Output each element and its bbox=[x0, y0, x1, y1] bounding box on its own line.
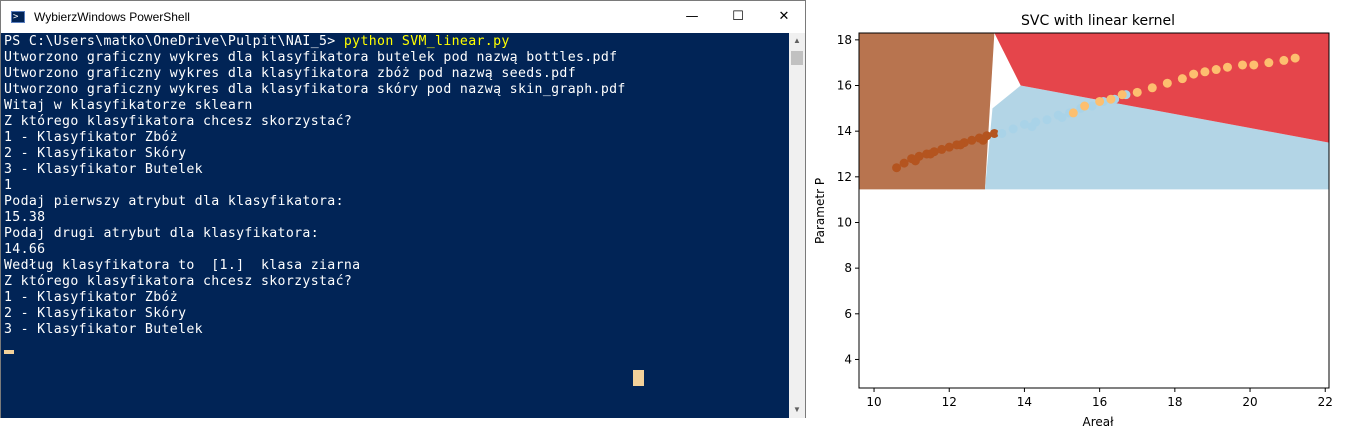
data-point-class-0 bbox=[925, 149, 935, 159]
text-cursor bbox=[4, 350, 14, 354]
prompt: PS C:\Users\matko\OneDrive\Pulpit\NAI_5> bbox=[4, 34, 344, 49]
data-point-class-2 bbox=[1080, 101, 1090, 111]
data-point-class-1 bbox=[1019, 119, 1029, 129]
console-line: Według klasyfikatora to [1.] klasa ziarn… bbox=[4, 258, 361, 273]
data-point-class-1 bbox=[1087, 101, 1097, 111]
y-tick-label: 16 bbox=[837, 79, 852, 93]
powershell-window[interactable]: > WybierzWindows PowerShell — ☐ ✕ PS C:\… bbox=[0, 0, 806, 418]
data-point-class-2 bbox=[1211, 65, 1221, 75]
console-line: 3 - Klasyfikator Butelek bbox=[4, 162, 203, 177]
y-tick-label: 14 bbox=[837, 124, 852, 138]
data-point-class-1 bbox=[997, 128, 1007, 138]
axes-frame bbox=[858, 32, 1330, 389]
data-point-class-2 bbox=[1162, 78, 1172, 88]
data-point-class-1 bbox=[1057, 112, 1067, 122]
y-axis-ticks: 4 6 8 10 12 14 16 18 bbox=[837, 33, 859, 366]
console-line: Utworzono graficzny wykres dla klasyfika… bbox=[4, 66, 576, 81]
console-line: Utworzono graficzny wykres dla klasyfika… bbox=[4, 50, 618, 65]
maximize-button[interactable]: ☐ bbox=[732, 9, 744, 24]
console-output[interactable]: PS C:\Users\matko\OneDrive\Pulpit\NAI_5>… bbox=[1, 33, 789, 418]
prompt-line: PS C:\Users\matko\OneDrive\Pulpit\NAI_5>… bbox=[4, 34, 626, 50]
svc-plot: SVC with linear kernel 10 12 14 16 18 20 22 4 6… bbox=[806, 0, 1349, 433]
data-point-class-2 bbox=[1095, 96, 1105, 106]
chart-title: SVC with linear kernel bbox=[1021, 13, 1175, 29]
x-tick-label: 22 bbox=[1318, 395, 1333, 409]
data-point-class-2 bbox=[1290, 53, 1300, 63]
console-line: Podaj drugi atrybut dla klasyfikatora: bbox=[4, 226, 320, 241]
data-point-class-2 bbox=[1189, 69, 1199, 79]
y-tick-label: 8 bbox=[844, 261, 852, 275]
vertical-scrollbar[interactable]: ▲ ▼ bbox=[789, 33, 805, 418]
command: python SVM_linear.py bbox=[343, 34, 510, 49]
console-line: 15.38 bbox=[4, 210, 46, 225]
scroll-down-icon[interactable]: ▼ bbox=[793, 405, 801, 414]
data-point-class-0 bbox=[978, 135, 988, 145]
decision-regions bbox=[859, 33, 1329, 190]
x-tick-label: 20 bbox=[1242, 395, 1257, 409]
close-button[interactable]: ✕ bbox=[778, 9, 790, 24]
console-line: Z którego klasyfikatora chcesz skorzysta… bbox=[4, 274, 353, 289]
decision-region-class-0 bbox=[859, 33, 995, 190]
console-line: 1 - Klasyfikator Zbóż bbox=[4, 130, 179, 145]
console-line: 2 - Klasyfikator Skóry bbox=[4, 306, 187, 321]
data-point-class-2 bbox=[1200, 67, 1210, 77]
x-tick-label: 14 bbox=[1017, 395, 1032, 409]
y-tick-label: 4 bbox=[844, 352, 852, 366]
console-line: Podaj pierwszy atrybut dla klasyfikatora… bbox=[4, 194, 344, 209]
console-line: Utworzono graficzny wykres dla klasyfika… bbox=[4, 82, 626, 97]
y-tick-label: 10 bbox=[837, 215, 852, 229]
console-lines: PS C:\Users\matko\OneDrive\Pulpit\NAI_5>… bbox=[4, 34, 626, 338]
console-line: 14.66 bbox=[4, 242, 46, 257]
data-point-class-1 bbox=[1008, 124, 1018, 134]
y-axis-label: Parametr P bbox=[813, 178, 827, 244]
console-line: 2 - Klasyfikator Skóry bbox=[4, 146, 187, 161]
x-tick-label: 16 bbox=[1092, 395, 1107, 409]
console-line: Witaj w klasyfikatorze sklearn bbox=[4, 98, 253, 113]
x-tick-label: 12 bbox=[942, 395, 957, 409]
x-tick-label: 10 bbox=[866, 395, 881, 409]
data-point-class-0 bbox=[910, 156, 920, 166]
scroll-thumb[interactable] bbox=[791, 51, 803, 65]
data-point-class-2 bbox=[1068, 108, 1078, 118]
x-axis-ticks: 10 12 14 16 18 20 22 bbox=[866, 388, 1333, 409]
console-line: 3 - Klasyfikator Butelek bbox=[4, 322, 203, 337]
data-point-class-2 bbox=[1279, 55, 1289, 65]
minimize-button[interactable]: — bbox=[685, 9, 699, 24]
plot-canvas: SVC with linear kernel 10 12 14 16 18 20 22 4 6… bbox=[813, 13, 1333, 429]
data-point-class-0 bbox=[892, 163, 902, 173]
data-point-class-2 bbox=[1238, 60, 1248, 70]
console-line: Z którego klasyfikatora chcesz skorzysta… bbox=[4, 114, 353, 129]
data-point-class-0 bbox=[944, 142, 954, 152]
x-axis-label: Areał bbox=[1082, 415, 1114, 429]
powershell-icon: > bbox=[11, 11, 25, 23]
data-point-class-1 bbox=[1027, 122, 1037, 132]
y-tick-label: 18 bbox=[837, 33, 852, 47]
data-point-class-1 bbox=[1042, 115, 1052, 125]
window-title: WybierzWindows PowerShell bbox=[34, 10, 190, 24]
data-point-class-2 bbox=[1264, 58, 1274, 68]
y-tick-label: 12 bbox=[837, 170, 852, 184]
data-point-class-2 bbox=[1132, 87, 1142, 97]
data-point-class-0 bbox=[899, 158, 909, 168]
data-point-class-0 bbox=[989, 128, 999, 138]
decision-region-class-2 bbox=[994, 33, 1329, 143]
data-point-class-2 bbox=[1147, 83, 1157, 93]
y-tick-label: 6 bbox=[844, 307, 852, 321]
data-point-class-2 bbox=[1106, 94, 1116, 104]
data-point-class-0 bbox=[956, 140, 966, 150]
title-bar[interactable]: > WybierzWindows PowerShell — ☐ ✕ bbox=[1, 1, 805, 33]
scroll-up-icon[interactable]: ▲ bbox=[793, 36, 801, 45]
console-line: 1 - Klasyfikator Zbóż bbox=[4, 290, 179, 305]
console-line: 1 bbox=[4, 178, 13, 193]
console-block-cursor bbox=[633, 370, 644, 386]
x-tick-label: 18 bbox=[1167, 395, 1182, 409]
data-point-class-0 bbox=[937, 144, 947, 154]
data-points bbox=[892, 53, 1300, 173]
data-point-class-2 bbox=[1249, 60, 1259, 70]
data-point-class-2 bbox=[1177, 74, 1187, 84]
data-point-class-0 bbox=[967, 135, 977, 145]
data-point-class-2 bbox=[1222, 62, 1232, 72]
data-point-class-2 bbox=[1117, 90, 1127, 100]
